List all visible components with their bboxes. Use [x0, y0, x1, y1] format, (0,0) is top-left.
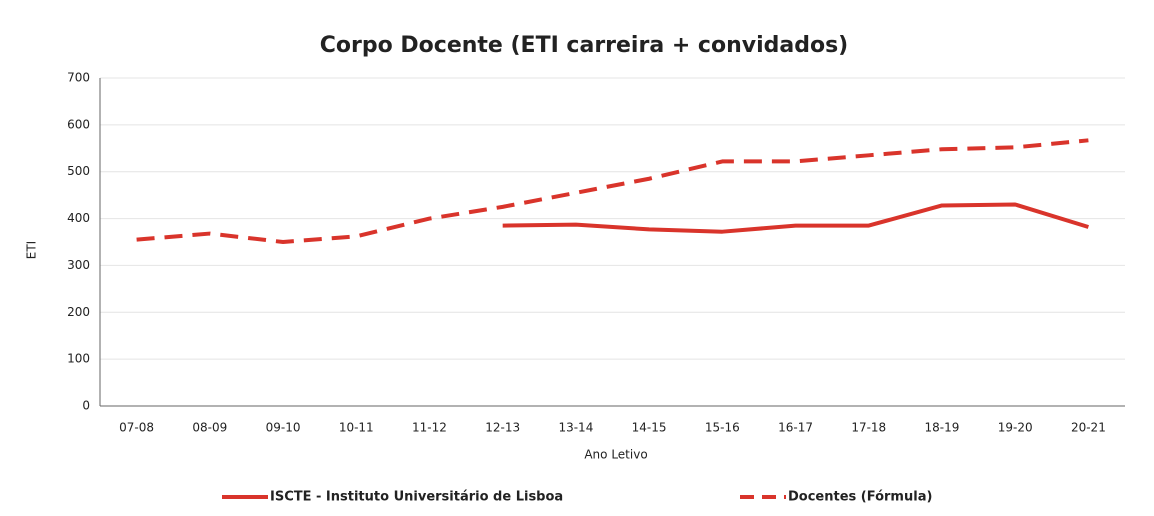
x-tick-label: 15-16 — [705, 421, 740, 435]
x-tick-label: 12-13 — [485, 421, 520, 435]
y-axis-label: ETI — [25, 241, 39, 259]
series-line — [136, 138, 1089, 244]
y-tick-label: 100 — [67, 352, 90, 366]
x-tick-label: 07-08 — [119, 421, 154, 435]
chart-title: Corpo Docente (ETI carreira + convidados… — [320, 33, 848, 58]
x-tick-label: 18-19 — [925, 421, 960, 435]
y-tick-label: 0 — [82, 399, 90, 413]
x-axis-label: Ano Letivo — [584, 448, 647, 462]
x-tick-label: 08-09 — [192, 421, 227, 435]
y-tick-label: 700 — [67, 71, 90, 85]
y-tick-label: 200 — [67, 305, 90, 319]
x-tick-label: 20-21 — [1071, 421, 1106, 435]
y-tick-label: 400 — [67, 211, 90, 225]
y-tick-label: 300 — [67, 258, 90, 272]
y-tick-label: 500 — [67, 164, 90, 178]
x-tick-label: 16-17 — [778, 421, 813, 435]
legend-label: ISCTE - Instituto Universitário de Lisbo… — [270, 490, 563, 505]
x-tick-label: 17-18 — [851, 421, 886, 435]
y-tick-label: 600 — [67, 117, 90, 131]
legend-label: Docentes (Fórmula) — [788, 490, 932, 505]
x-tick-label: 11-12 — [412, 421, 447, 435]
x-tick-label: 09-10 — [266, 421, 301, 435]
x-tick-label: 14-15 — [632, 421, 667, 435]
x-tick-label: 19-20 — [998, 421, 1033, 435]
series-line — [502, 202, 1089, 234]
x-tick-label: 10-11 — [339, 421, 374, 435]
x-tick-label: 13-14 — [558, 421, 593, 435]
